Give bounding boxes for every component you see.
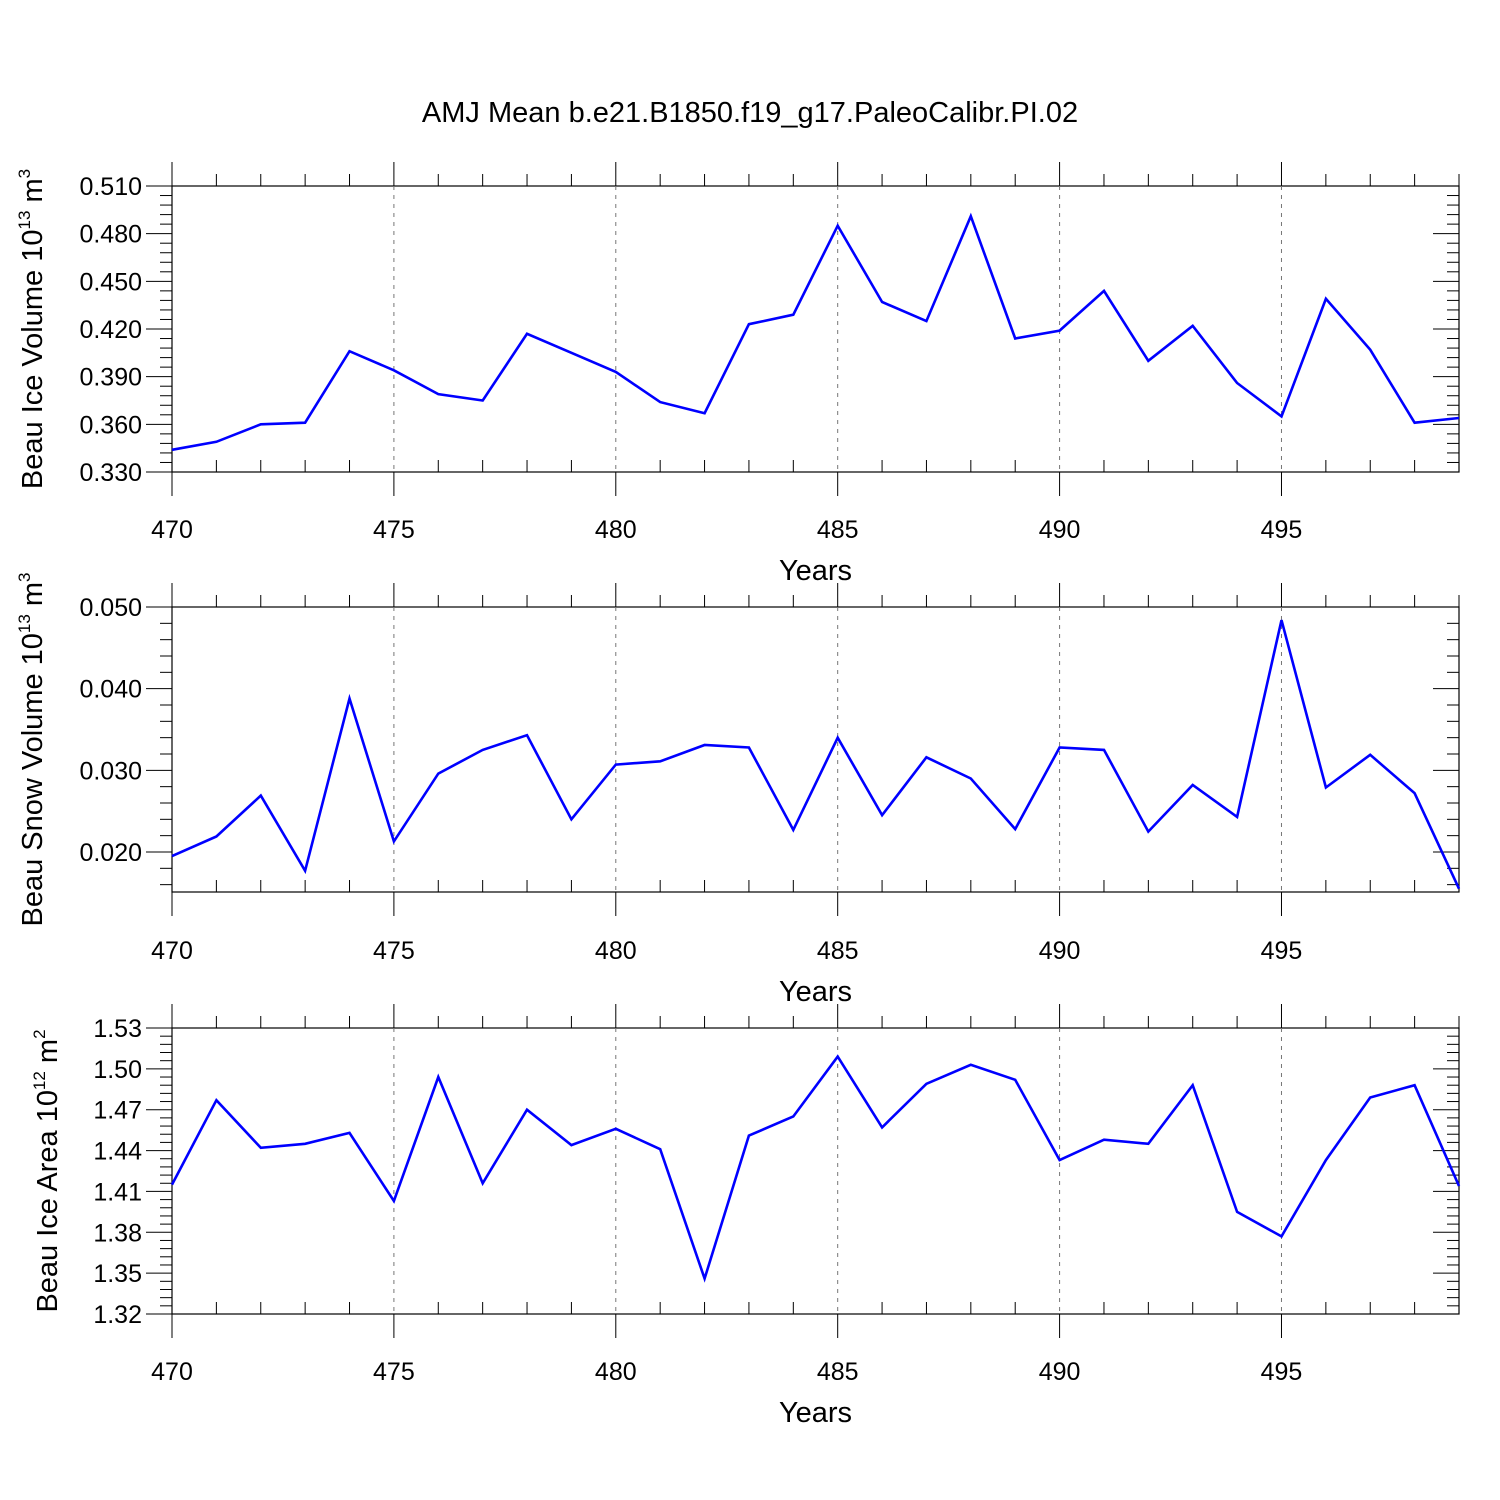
y-tick-label: 0.450 bbox=[79, 268, 142, 296]
y-tick-label: 1.44 bbox=[93, 1138, 142, 1166]
y-axis-label-exponent: 12 bbox=[30, 1071, 49, 1090]
x-tick-label: 475 bbox=[373, 516, 415, 544]
panel-3: 470 475 480 485 490 495 1.32 1.35 1.38 1.41 1.44 1.… bbox=[30, 1004, 1461, 1429]
x-tick-label: 485 bbox=[817, 937, 859, 965]
y-tick-label: 1.38 bbox=[93, 1219, 142, 1247]
y-tick-label: 0.480 bbox=[79, 221, 142, 249]
x-tick-label: 470 bbox=[151, 516, 193, 544]
x-tick-label: 495 bbox=[1261, 1358, 1303, 1386]
y-tick-label: 0.420 bbox=[79, 316, 142, 344]
plot-frame bbox=[171, 185, 1460, 473]
y-tick-label: 0.390 bbox=[79, 364, 142, 392]
x-tick-label: 480 bbox=[595, 516, 637, 544]
y-axis-label-exponent: 13 bbox=[15, 614, 34, 633]
y-axis-label-unit: m bbox=[32, 1039, 64, 1071]
series-line bbox=[171, 212, 1460, 452]
panel-1: 470 475 480 485 490 495 0.330 0.360 0.390 0.420 0.… bbox=[15, 162, 1460, 587]
x-axis-label: Years bbox=[779, 1397, 852, 1429]
y-tick-label: 0.510 bbox=[79, 173, 142, 201]
y-axis-label-text: Beau Ice Volume 10 bbox=[17, 230, 49, 490]
y-tick-label: 1.41 bbox=[93, 1178, 142, 1206]
chart-title: AMJ Mean b.e21.B1850.f19_g17.PaleoCalibr… bbox=[422, 97, 1078, 129]
y-tick-label: 1.35 bbox=[93, 1260, 142, 1288]
plot-frame bbox=[171, 606, 1460, 893]
y-axis-label: Beau Snow Volume 1013 m3 bbox=[15, 572, 49, 926]
y-tick-label: 0.040 bbox=[79, 676, 142, 704]
y-tick-label: 1.50 bbox=[93, 1056, 142, 1084]
y-axis-label-unit-exponent: 3 bbox=[15, 169, 34, 178]
x-tick-label: 490 bbox=[1039, 516, 1081, 544]
x-tick-label: 490 bbox=[1039, 1358, 1081, 1386]
x-tick-label: 480 bbox=[595, 1358, 637, 1386]
panel-2: 470 475 480 485 490 495 0.020 0.030 0.040 0.050 Ye… bbox=[15, 572, 1461, 1008]
x-tick-label: 470 bbox=[151, 937, 193, 965]
x-tick-label: 495 bbox=[1261, 937, 1303, 965]
x-axis-label: Years bbox=[779, 555, 852, 587]
x-tick-label: 470 bbox=[151, 1358, 193, 1386]
y-tick-label: 0.020 bbox=[79, 839, 142, 867]
y-tick-label: 0.050 bbox=[79, 594, 142, 622]
x-tick-label: 475 bbox=[373, 937, 415, 965]
series-line bbox=[171, 619, 1461, 890]
series-line bbox=[170, 1054, 1461, 1283]
y-axis-label-text: Beau Snow Volume 10 bbox=[17, 633, 49, 926]
x-tick-label: 490 bbox=[1039, 937, 1081, 965]
x-tick-label: 480 bbox=[595, 937, 637, 965]
y-axis-label: Beau Ice Volume 1013 m3 bbox=[15, 169, 49, 489]
y-axis-label: Beau Ice Area 1012 m2 bbox=[30, 1029, 64, 1312]
y-axis-label-unit-exponent: 2 bbox=[30, 1029, 49, 1038]
plot-frame bbox=[171, 1027, 1460, 1315]
x-tick-label: 485 bbox=[817, 1358, 859, 1386]
y-tick-label: 0.030 bbox=[79, 757, 142, 785]
y-tick-label: 1.47 bbox=[93, 1097, 142, 1125]
y-axis-label-unit: m bbox=[17, 582, 49, 614]
x-tick-label: 495 bbox=[1261, 516, 1303, 544]
x-tick-label: 475 bbox=[373, 1358, 415, 1386]
y-tick-label: 1.32 bbox=[93, 1301, 142, 1329]
y-axis-label-exponent: 13 bbox=[15, 211, 34, 230]
x-tick-label: 485 bbox=[817, 516, 859, 544]
y-tick-label: 0.330 bbox=[79, 459, 142, 487]
x-axis-label: Years bbox=[779, 976, 852, 1008]
y-axis-label-text: Beau Ice Area 10 bbox=[32, 1090, 64, 1313]
y-axis-label-unit-exponent: 3 bbox=[15, 572, 34, 581]
y-tick-label: 0.360 bbox=[79, 411, 142, 439]
y-tick-label: 1.53 bbox=[93, 1015, 142, 1043]
y-axis-label-unit: m bbox=[17, 178, 49, 210]
